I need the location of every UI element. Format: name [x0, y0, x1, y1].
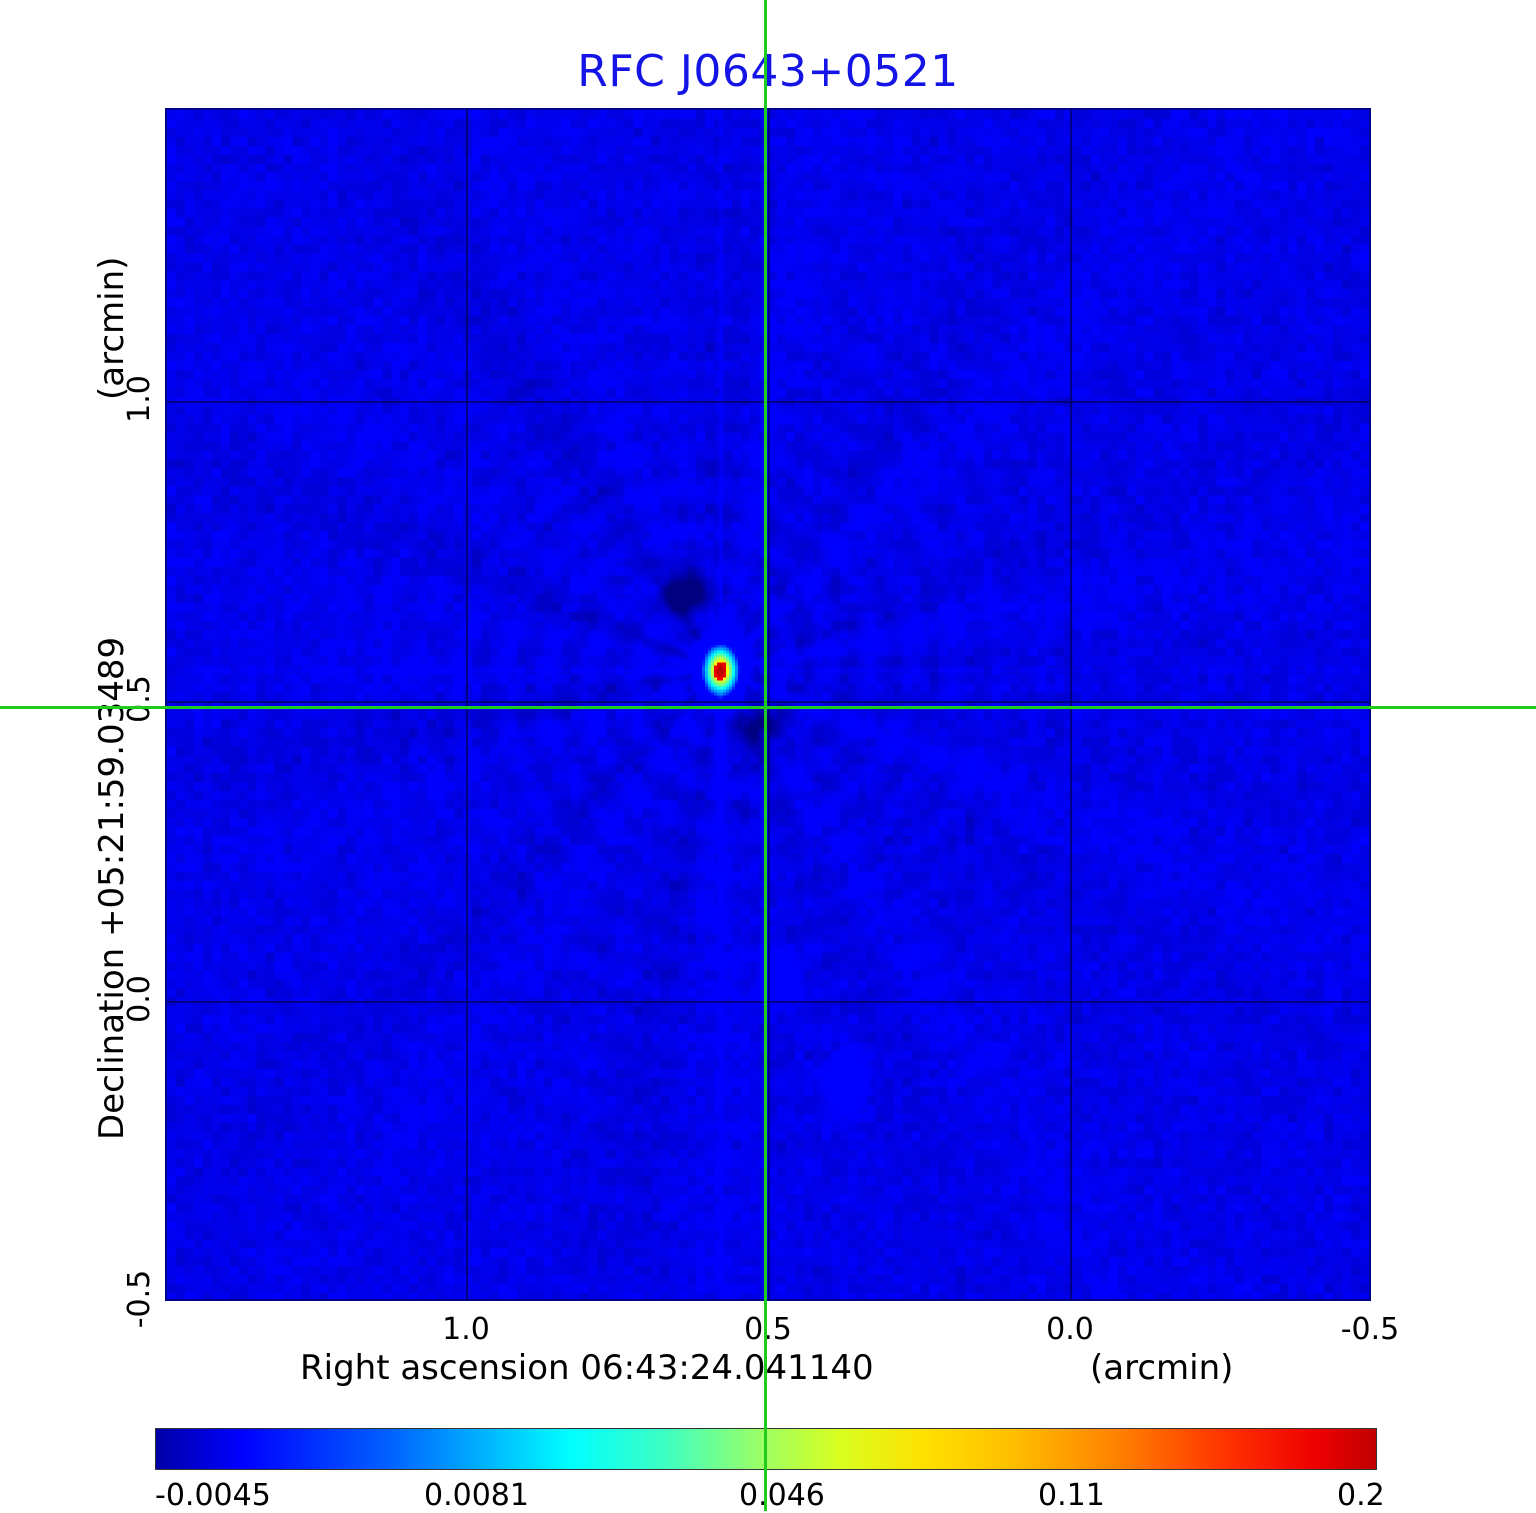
colorbar-tick-label-5: 0.2	[1337, 1478, 1385, 1513]
colorbar-tick-label-1: -0.0045	[155, 1478, 271, 1513]
gridline-horizontal-0p0	[167, 1001, 1369, 1003]
gridline-vertical-0p0	[1070, 110, 1072, 1299]
x-axis-units-label: (arcmin)	[1090, 1348, 1234, 1388]
gridline-horizontal-1p0	[167, 401, 1369, 403]
x-axis-label: Right ascension 06:43:24.041140	[300, 1348, 874, 1388]
gridline-vertical-0p5	[768, 110, 770, 1299]
x-tick-label-3: 0.0	[1046, 1312, 1094, 1347]
crosshair-horizontal-line	[0, 706, 1536, 709]
x-tick-label-4: -0.5	[1340, 1312, 1400, 1347]
x-tick-label-1: 1.0	[442, 1312, 490, 1347]
colorbar-tick-label-3: 0.046	[739, 1478, 825, 1513]
gridline-horizontal-0p5	[167, 701, 1369, 703]
crosshair-vertical-line	[764, 0, 767, 1511]
page-title: RFC J0643+0521	[577, 46, 959, 97]
y-axis-label: Declination +05:21:59.03489	[92, 636, 132, 1140]
x-tick-label-2: 0.5	[744, 1312, 792, 1347]
y-tick-label-4: -0.5	[122, 1269, 157, 1329]
colorbar-tick-label-2: 0.0081	[424, 1478, 529, 1513]
gridline-vertical-1p0	[466, 110, 468, 1299]
y-axis-units-label: (arcmin)	[92, 256, 132, 400]
colorbar-tick-label-4: 0.11	[1038, 1478, 1105, 1513]
sky-map-plot-area[interactable]	[165, 108, 1371, 1301]
